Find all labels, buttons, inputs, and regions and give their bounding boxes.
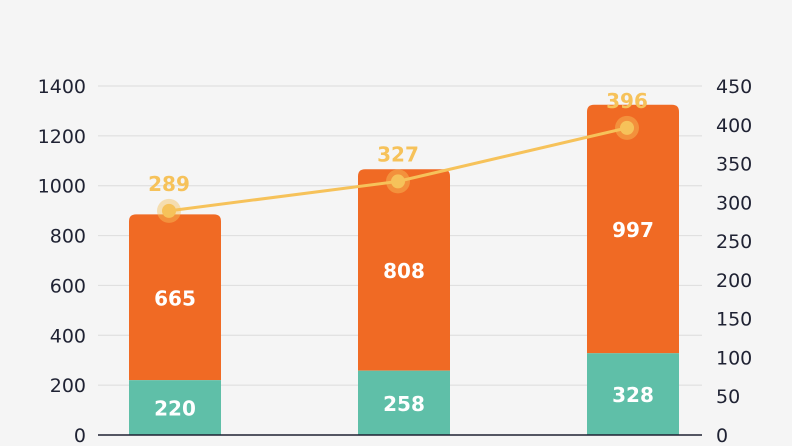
bar-segment-bottom <box>129 380 221 435</box>
bar-top-value-label: 665 <box>154 286 196 310</box>
right-tick-label: 400 <box>716 115 752 137</box>
bar-segment-top <box>587 104 679 354</box>
left-tick-label: 800 <box>50 226 86 248</box>
left-tick-label: 400 <box>50 325 86 347</box>
line-point <box>391 174 405 189</box>
line-point <box>162 203 176 218</box>
right-tick-label: 300 <box>716 192 752 214</box>
left-tick-label: 0 <box>74 425 86 446</box>
right-tick-label: 150 <box>716 309 752 331</box>
left-tick-label: 200 <box>50 375 86 397</box>
line-value-label: 289 <box>148 172 190 196</box>
left-tick-label: 1400 <box>38 76 86 98</box>
bar-bottom-value-label: 328 <box>612 383 654 407</box>
bars: 665 220 808 258 997 328 <box>129 104 679 435</box>
bar-top-value-label: 808 <box>383 259 425 283</box>
line-point <box>620 120 634 135</box>
bar-segment-bottom <box>358 370 450 435</box>
line-series: 289 327 396 <box>148 89 648 223</box>
right-tick-label: 0 <box>716 425 728 446</box>
bar-segment-bottom <box>587 353 679 435</box>
bar-segment-top <box>358 169 450 371</box>
bar-bottom-value-label: 220 <box>154 397 196 421</box>
line-value-label: 396 <box>606 89 648 113</box>
right-tick-label: 100 <box>716 347 752 369</box>
left-tick-label: 600 <box>50 275 86 297</box>
right-tick-label: 200 <box>716 270 752 292</box>
right-tick-label: 450 <box>716 76 752 98</box>
bar-segment-top <box>129 214 221 381</box>
bar-top-value-label: 997 <box>612 218 654 242</box>
bar-bottom-value-label: 258 <box>383 392 425 416</box>
left-axis: 0 200 400 600 800 1000 1200 1400 <box>38 76 86 446</box>
right-tick-label: 350 <box>716 154 752 176</box>
line-value-label: 327 <box>377 142 419 166</box>
right-axis: 0 50 100 150 200 250 300 350 400 450 <box>716 76 752 446</box>
right-tick-label: 250 <box>716 231 752 253</box>
left-tick-label: 1000 <box>38 176 86 198</box>
right-tick-label: 50 <box>716 386 740 408</box>
left-tick-label: 1200 <box>38 126 86 148</box>
